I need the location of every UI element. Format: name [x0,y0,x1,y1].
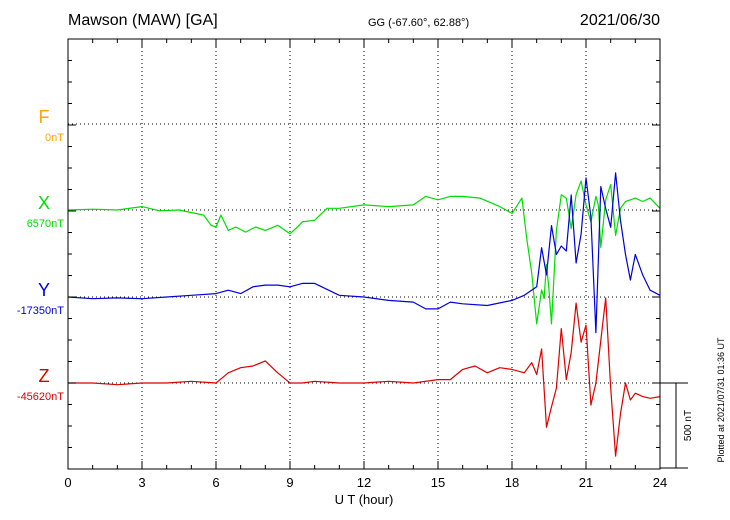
component-baseline-f: 0nT [45,132,64,144]
x-tick-label: 18 [505,475,519,490]
component-letter-x: X [38,193,50,213]
date-label: 2021/06/30 [579,12,660,29]
x-tick-label: 24 [653,475,667,490]
axis-ticks [67,38,661,470]
x-tick-label: 21 [579,475,593,490]
x-tick-label: 0 [64,475,71,490]
plotted-timestamp: Plotted at 2021/07/31 01:36 UT [716,337,726,463]
x-tick-label: 15 [431,475,445,490]
baselines [68,123,660,384]
component-baseline-z: -45620nT [17,391,64,403]
component-letter-z: Z [39,366,50,386]
x-tick-labels: 0 3 6 9 12 15 18 21 24 [64,475,667,490]
x-tick-label: 9 [286,475,293,490]
grid [141,39,587,469]
series-line-z [68,297,661,457]
x-tick-label: 6 [212,475,219,490]
component-baseline-x: 6570nT [27,218,65,230]
series-lines [67,172,661,457]
x-tick-label: 12 [357,475,371,490]
station-title: Mawson (MAW) [GA] [68,12,218,29]
scale-bar-label: 500 nT [683,410,694,441]
series-line-x [67,180,661,325]
coordinates-label: GG (-67.60°, 62.88°) [368,17,470,29]
scale-bar: 500 nT [660,382,694,469]
component-baseline-y: -17350nT [17,305,64,317]
component-letter-f: F [39,107,50,127]
component-labels: F 0nT X 6570nT Y -17350nT Z -45620nT [17,107,64,403]
series-line-y [67,172,661,334]
x-tick-label: 3 [138,475,145,490]
x-axis-title: U T (hour) [335,492,394,507]
component-letter-y: Y [38,280,50,300]
